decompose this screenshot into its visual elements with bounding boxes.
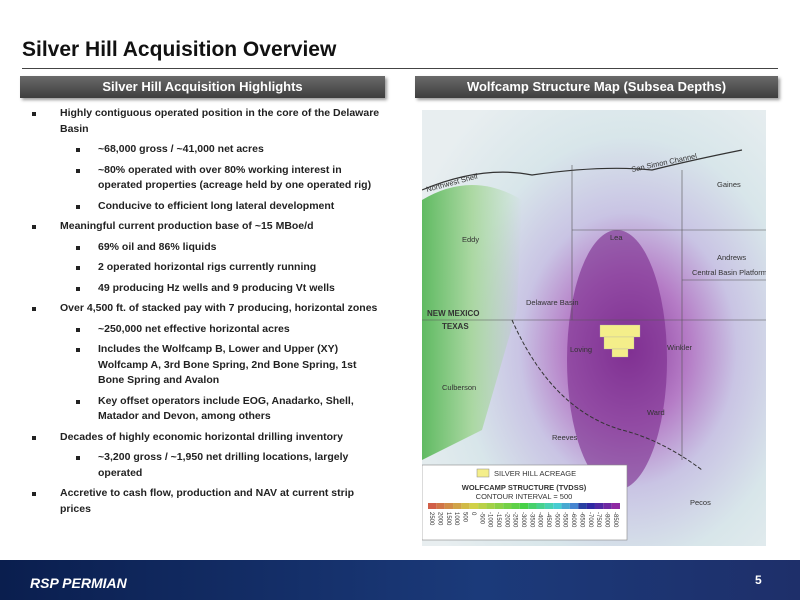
- legend-swatch: [586, 503, 595, 509]
- legend-scale-label: -7500: [595, 512, 601, 528]
- legend-scale-label: 2500: [428, 512, 434, 526]
- legend-swatch: [444, 503, 454, 509]
- legend-scale-label: -2000: [503, 512, 509, 528]
- sub-bullet: ~68,000 gross / ~41,000 net acres: [22, 142, 382, 158]
- sub-bullet: Key offset operators include EOG, Anadar…: [22, 394, 382, 425]
- legend-swatch: [594, 503, 604, 509]
- legend-swatch: [578, 503, 587, 509]
- footer-logo: RSP PERMIAN: [30, 575, 127, 591]
- legend-scale-label: 1500: [445, 512, 451, 526]
- slide-title: Silver Hill Acquisition Overview: [22, 38, 337, 61]
- acreage: [599, 324, 641, 358]
- legend-scale-label: -5500: [562, 512, 568, 528]
- map-label: NEW MEXICO: [427, 309, 479, 318]
- legend-swatch: [511, 503, 520, 509]
- sub-bullet: 49 producing Hz wells and 9 producing Vt…: [22, 281, 382, 297]
- legend-swatch: [453, 503, 462, 509]
- map-label: TEXAS: [442, 322, 469, 331]
- legend-swatch: [461, 503, 470, 509]
- map-label: Gaines: [717, 180, 741, 189]
- map-label: Reeves: [552, 433, 578, 442]
- structure-map: Northwest Shelf San Simon Channel Gaines…: [422, 110, 766, 546]
- map-label: Culberson: [442, 383, 476, 392]
- legend-scale-label: 0: [470, 512, 476, 516]
- shelf-area: [422, 185, 522, 460]
- legend-swatch: [486, 503, 495, 509]
- legend-scale-label: -1000: [487, 512, 493, 528]
- legend-swatch: [611, 503, 620, 509]
- legend-swatch: [603, 503, 612, 509]
- map-legend: SILVER HILL ACREAGE WOLFCAMP STRUCTURE (…: [422, 464, 628, 541]
- sub-bullet: ~250,000 net effective horizontal acres: [22, 322, 382, 338]
- river: [511, 319, 703, 471]
- sub-bullet: ~3,200 gross / ~1,950 net drilling locat…: [22, 450, 382, 481]
- bullet-list: Highly contiguous operated position in t…: [22, 106, 382, 522]
- legend-scale-label: -500: [478, 512, 484, 525]
- legend-scale-label: 1000: [453, 512, 459, 526]
- sub-bullet: ~80% operated with over 80% working inte…: [22, 163, 382, 194]
- bullet: Over 4,500 ft. of stacked pay with 7 pro…: [22, 301, 382, 317]
- legend-swatch: [436, 503, 445, 509]
- shelf-edge: [422, 149, 743, 191]
- sub-bullet: Includes the Wolfcamp B, Lower and Upper…: [22, 342, 382, 389]
- legend-swatch: [536, 503, 545, 509]
- legend-scale-label: -6500: [578, 512, 584, 528]
- legend-scale-label: -6000: [570, 512, 576, 528]
- map-label: Winkler: [667, 343, 693, 352]
- legend-scale-label: -8000: [603, 512, 609, 528]
- county-lines: [422, 165, 766, 460]
- basin-deep: [567, 230, 667, 490]
- legend-scale-label: -2500: [512, 512, 518, 528]
- right-heading: Wolfcamp Structure Map (Subsea Depths): [415, 76, 778, 98]
- title-rule: [22, 68, 778, 69]
- map-label: Pecos: [690, 498, 711, 507]
- legend-swatch: [553, 503, 562, 509]
- legend-acreage: SILVER HILL ACREAGE: [494, 469, 576, 478]
- legend-scale-label: -4000: [537, 512, 543, 528]
- legend-swatch: [428, 503, 437, 509]
- legend-swatch: [519, 503, 529, 509]
- legend-swatch: [503, 503, 512, 509]
- legend-swatch: [494, 503, 504, 509]
- legend-scale-label: -3500: [528, 512, 534, 528]
- sub-bullet: Conducive to efficient long lateral deve…: [22, 199, 382, 215]
- legend-swatch: [478, 503, 487, 509]
- bullet: Decades of highly economic horizontal dr…: [22, 430, 382, 446]
- sub-bullet: 69% oil and 86% liquids: [22, 240, 382, 256]
- legend-scale-label: -8500: [612, 512, 618, 528]
- map-label: Ward: [647, 408, 665, 417]
- bullet: Meaningful current production base of ~1…: [22, 219, 382, 235]
- legend-swatch: [528, 503, 537, 509]
- legend-swatch: [544, 503, 554, 509]
- legend-swatch: [569, 503, 579, 509]
- legend-title: WOLFCAMP STRUCTURE (TVDSS): [462, 483, 587, 492]
- map-label: Delaware Basin: [526, 298, 579, 307]
- map-label: Andrews: [717, 253, 746, 262]
- bullet: Accretive to cash flow, production and N…: [22, 486, 382, 517]
- sub-bullet: 2 operated horizontal rigs currently run…: [22, 260, 382, 276]
- map-label: Eddy: [462, 235, 479, 244]
- legend-scale-label: 2000: [437, 512, 443, 526]
- left-heading: Silver Hill Acquisition Highlights: [20, 76, 385, 98]
- legend-scale-label: -4500: [545, 512, 551, 528]
- map-label: Lea: [610, 233, 623, 242]
- page-number: 5: [755, 573, 762, 587]
- legend-scale-label: -7000: [587, 512, 593, 528]
- bullet: Highly contiguous operated position in t…: [22, 106, 382, 137]
- legend-interval: CONTOUR INTERVAL = 500: [476, 492, 573, 501]
- map-label: Central Basin Platform: [692, 268, 766, 277]
- legend-scale-label: -5000: [553, 512, 559, 528]
- footer-band: [0, 560, 800, 600]
- legend-scale-label: -1500: [495, 512, 501, 528]
- legend-swatch: [561, 503, 570, 509]
- legend-scale-label: 500: [462, 512, 468, 523]
- map-label: Loving: [570, 345, 592, 354]
- legend-swatch: [469, 503, 479, 509]
- legend-scale-label: -3000: [520, 512, 526, 528]
